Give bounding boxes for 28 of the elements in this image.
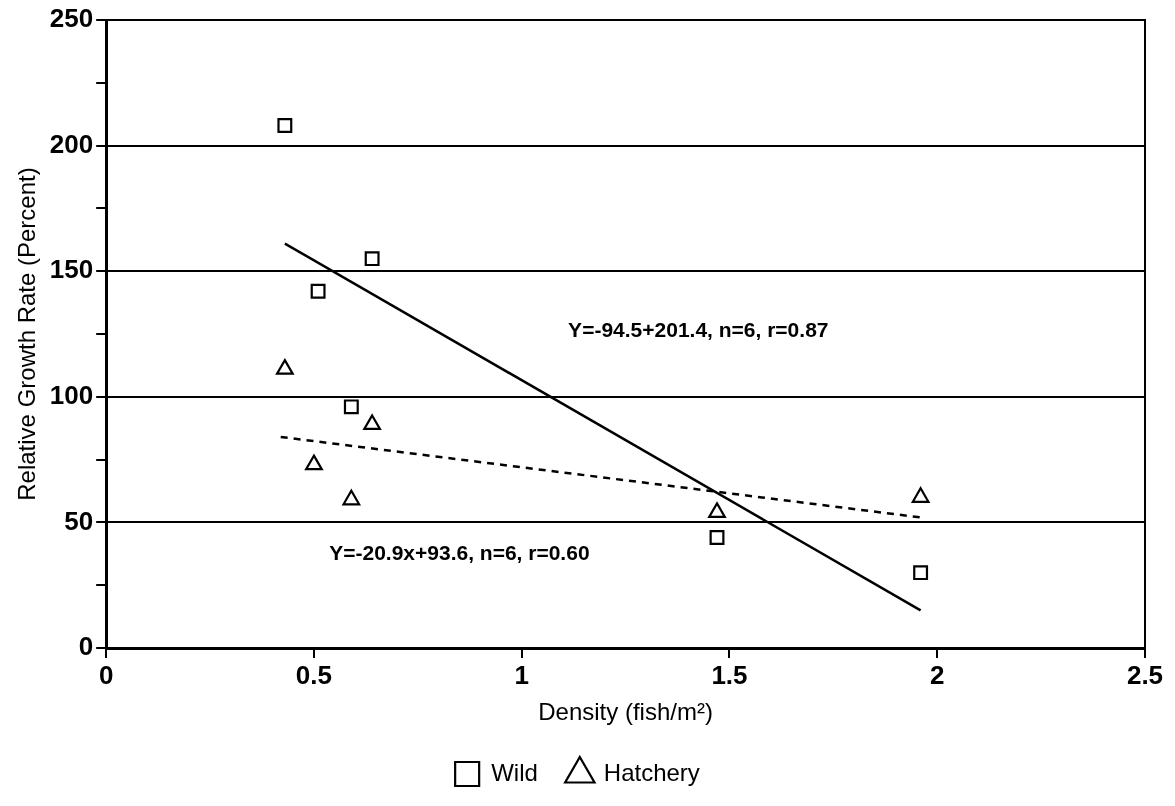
y-tick-label: 50 <box>64 505 94 536</box>
x-tick-label: 0 <box>98 659 114 690</box>
point <box>275 359 294 375</box>
annotation: Y=-94.5+201.4, n=6, r=0.87 <box>568 318 829 342</box>
y-tick-label: 150 <box>49 254 94 285</box>
point <box>343 399 359 415</box>
y-tick-label: 100 <box>49 379 94 410</box>
x-tick-label: 0.5 <box>295 659 333 690</box>
y-tick-label: 200 <box>49 128 94 159</box>
annotation: Y=-20.9x+93.6, n=6, r=0.60 <box>329 540 590 564</box>
point <box>277 118 293 133</box>
x-tick-label: 2.5 <box>1126 659 1164 690</box>
y-tick-label: 250 <box>49 3 94 34</box>
point <box>310 283 326 299</box>
y-axis-title: Relative Growth Rate (Percent) <box>13 167 41 501</box>
point <box>363 414 382 431</box>
point <box>911 487 930 503</box>
x-axis-title: Density (fish/m²) <box>538 698 713 726</box>
x-tick-label: 2 <box>930 659 945 690</box>
x-tick-label: 1.5 <box>711 659 748 690</box>
legend-label: Wild <box>491 758 538 786</box>
point <box>364 251 380 267</box>
y-tick-label: 0 <box>78 631 94 662</box>
x-tick-label: 1 <box>514 659 529 690</box>
point <box>305 454 323 471</box>
point <box>342 489 361 506</box>
point <box>708 502 726 518</box>
legend-label: Hatchery <box>603 758 700 786</box>
